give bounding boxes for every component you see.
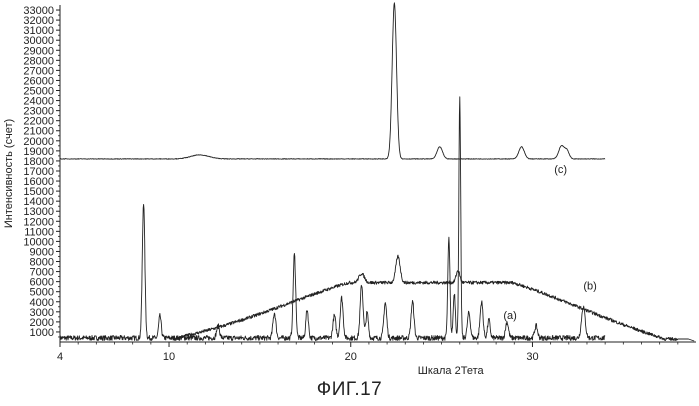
y-axis-ticks: 1000200030004000500060007000800090001000… (23, 5, 60, 339)
axes (60, 5, 696, 342)
x-tick-label: 4 (57, 351, 63, 363)
x-axis-ticks: 4 10 20 30 (57, 342, 678, 363)
x-axis-title: Шкала 2Тета (418, 365, 485, 377)
y-axis-title: Интенсивность (счет) (3, 119, 15, 228)
x-tick-label: 30 (526, 351, 538, 363)
x-tick-label: 10 (163, 351, 175, 363)
y-tick-label: 33000 (23, 5, 54, 17)
series-line-0 (60, 97, 605, 341)
series-label-2: (c) (554, 164, 567, 176)
series-labels: (a) (b) (c) (503, 164, 596, 322)
series-label-1: (b) (583, 281, 596, 293)
series-lines (60, 3, 694, 341)
figure-caption: ФИГ.17 (0, 379, 699, 401)
xrd-chart: 1000200030004000500060007000800090001000… (0, 0, 699, 378)
series-line-1 (173, 255, 695, 341)
x-tick-label: 20 (345, 351, 357, 363)
series-label-0: (a) (503, 310, 516, 322)
series-line-2 (60, 3, 605, 159)
